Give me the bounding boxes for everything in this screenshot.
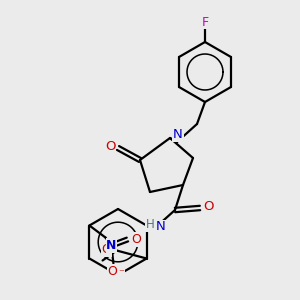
Text: O: O bbox=[105, 140, 115, 152]
Text: N: N bbox=[106, 239, 117, 252]
Text: ⁻: ⁻ bbox=[118, 268, 124, 278]
Text: H: H bbox=[146, 218, 154, 232]
Text: N: N bbox=[156, 220, 166, 233]
Text: F: F bbox=[201, 16, 208, 28]
Text: O: O bbox=[102, 243, 112, 256]
Text: O: O bbox=[131, 233, 141, 246]
Text: O: O bbox=[107, 265, 117, 278]
Text: O: O bbox=[204, 200, 214, 214]
Text: N: N bbox=[173, 128, 183, 142]
